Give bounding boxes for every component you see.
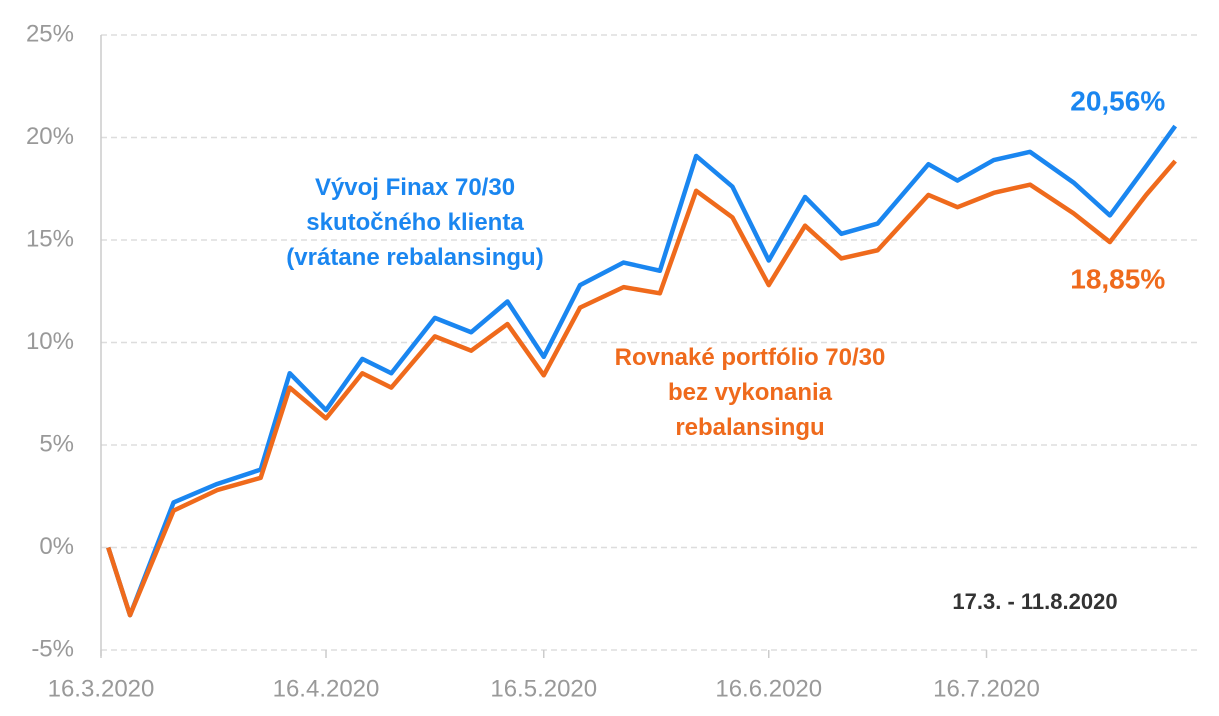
series-label: Rovnaké portfólio 70/30 bez vykonania re… (614, 344, 886, 441)
series-label: Vývoj Finax 70/30 skutočného klienta (vr… (286, 174, 544, 271)
value-label: 20,56% (1070, 85, 1165, 116)
x-tick-label: 16.3.2020 (48, 675, 155, 702)
annotation: 17.3. - 11.8.2020 (952, 589, 1117, 614)
series-line (106, 124, 1178, 618)
x-tick-label: 16.4.2020 (273, 675, 380, 702)
y-tick-label: 25% (26, 20, 74, 47)
y-tick-label: 0% (39, 533, 74, 560)
y-tick-label: 5% (39, 430, 74, 457)
y-tick-label: 20% (26, 123, 74, 150)
value-label: 18,85% (1070, 263, 1165, 294)
y-tick-label: -5% (31, 635, 74, 662)
x-tick-label: 16.5.2020 (490, 675, 597, 702)
y-tick-label: 15% (26, 225, 74, 252)
x-tick-label: 16.6.2020 (715, 675, 822, 702)
x-tick-label: 16.7.2020 (933, 675, 1040, 702)
series-line (106, 159, 1177, 618)
y-tick-label: 10% (26, 328, 74, 355)
